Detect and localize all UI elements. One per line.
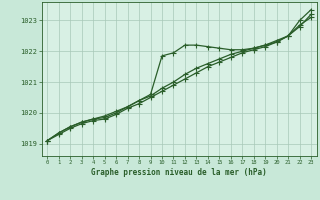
X-axis label: Graphe pression niveau de la mer (hPa): Graphe pression niveau de la mer (hPa): [91, 168, 267, 177]
